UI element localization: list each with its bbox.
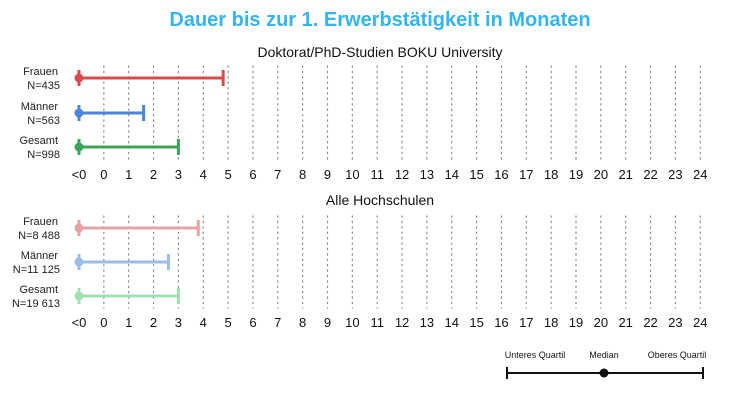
x-tick-label: 13 — [420, 167, 434, 182]
x-tick-label: 8 — [299, 315, 306, 330]
x-tick-label: 7 — [274, 167, 281, 182]
x-tick-label: 17 — [519, 315, 533, 330]
x-tick-label: 2 — [150, 315, 157, 330]
legend-median-dot — [599, 368, 609, 378]
x-tick-label: 14 — [445, 167, 459, 182]
x-tick-label: 6 — [249, 167, 256, 182]
legend-upper-label: Oberes Quartil — [648, 350, 707, 360]
legend: Unteres Quartil Median Oberes Quartil — [505, 350, 707, 379]
row-label: Frauen — [23, 216, 58, 228]
x-tick-label: 22 — [643, 315, 657, 330]
x-tick-label: 5 — [224, 315, 231, 330]
row-n-label: N=563 — [27, 115, 60, 127]
legend-lower-label: Unteres Quartil — [505, 350, 566, 360]
x-tick-label: 12 — [395, 315, 409, 330]
x-tick-label: 23 — [668, 167, 682, 182]
x-tick-label: 11 — [370, 167, 384, 182]
x-tick-label: 16 — [494, 315, 508, 330]
x-tick-label: 10 — [345, 315, 359, 330]
panel-boku: <0 0 1 2 3 4 5 6 7 8 9 10 11 12 13 14 15 16 17 18 19 20 21 22 23… — [19, 65, 707, 182]
x-tick-label: 1 — [125, 315, 132, 330]
x-tick-label: 14 — [445, 315, 459, 330]
x-tick-label: 22 — [643, 167, 657, 182]
row-n-label: N=19 613 — [12, 298, 60, 310]
x-tick-label: 18 — [544, 315, 558, 330]
median-point — [74, 73, 84, 83]
x-tick-label: <0 — [72, 315, 87, 330]
row-n-label: N=11 125 — [13, 264, 60, 276]
x-tick-label: 3 — [175, 315, 182, 330]
x-tick-label: 9 — [324, 167, 331, 182]
x-tick-label: 24 — [693, 315, 707, 330]
x-tick-label: 3 — [175, 167, 182, 182]
row-label: Gesamt — [19, 284, 58, 296]
chart-title: Dauer bis zur 1. Erwerbstätigkeit in Mon… — [169, 9, 590, 31]
panel-all-universities: <0 0 1 2 3 4 5 6 7 8 9 10 11 12 13 14 15 16 17 18 19 20 21 22 23… — [12, 215, 707, 330]
panel-title-boku: Doktorat/PhD-Studien BOKU University — [257, 44, 502, 60]
x-tick-label: 15 — [469, 315, 483, 330]
x-tick-label: 19 — [569, 167, 583, 182]
median-point — [74, 291, 84, 301]
x-tick-label: 16 — [494, 167, 508, 182]
x-tick-label: <0 — [72, 167, 87, 182]
x-tick-label: 19 — [569, 315, 583, 330]
x-tick-label: 7 — [274, 315, 281, 330]
x-tick-label: 15 — [469, 167, 483, 182]
x-tick-label: 10 — [345, 167, 359, 182]
x-tick-label: 20 — [594, 315, 608, 330]
x-tick-label: 2 — [150, 167, 157, 182]
x-tick-label: 11 — [370, 315, 384, 330]
row-n-label: N=998 — [27, 149, 60, 161]
legend-median-label: Median — [589, 350, 619, 360]
x-tick-label: 8 — [299, 167, 306, 182]
x-tick-label: 5 — [224, 167, 231, 182]
row-label: Männer — [21, 250, 59, 262]
x-tick-label: 4 — [200, 315, 207, 330]
row-n-label: N=435 — [27, 80, 60, 92]
median-point — [74, 223, 84, 233]
x-tick-label: 21 — [618, 167, 632, 182]
median-point — [74, 142, 84, 152]
x-tick-label: 20 — [594, 167, 608, 182]
row-label: Frauen — [23, 66, 58, 78]
x-tick-label: 17 — [519, 167, 533, 182]
x-tick-label: 9 — [324, 315, 331, 330]
x-tick-label: 4 — [200, 167, 207, 182]
x-tick-label: 18 — [544, 167, 558, 182]
x-tick-label: 21 — [618, 315, 632, 330]
x-tick-label: 0 — [100, 315, 107, 330]
row-n-label: N=8 488 — [18, 230, 60, 242]
x-tick-label: 24 — [693, 167, 707, 182]
x-tick-label: 1 — [125, 167, 132, 182]
row-label: Gesamt — [19, 135, 58, 147]
median-point — [74, 257, 84, 267]
x-tick-label: 13 — [420, 315, 434, 330]
x-tick-label: 0 — [100, 167, 107, 182]
panel-title-all: Alle Hochschulen — [326, 192, 434, 208]
x-tick-label: 12 — [395, 167, 409, 182]
median-point — [74, 108, 84, 118]
x-tick-label: 23 — [668, 315, 682, 330]
x-tick-label: 6 — [249, 315, 256, 330]
row-label: Männer — [21, 101, 59, 113]
